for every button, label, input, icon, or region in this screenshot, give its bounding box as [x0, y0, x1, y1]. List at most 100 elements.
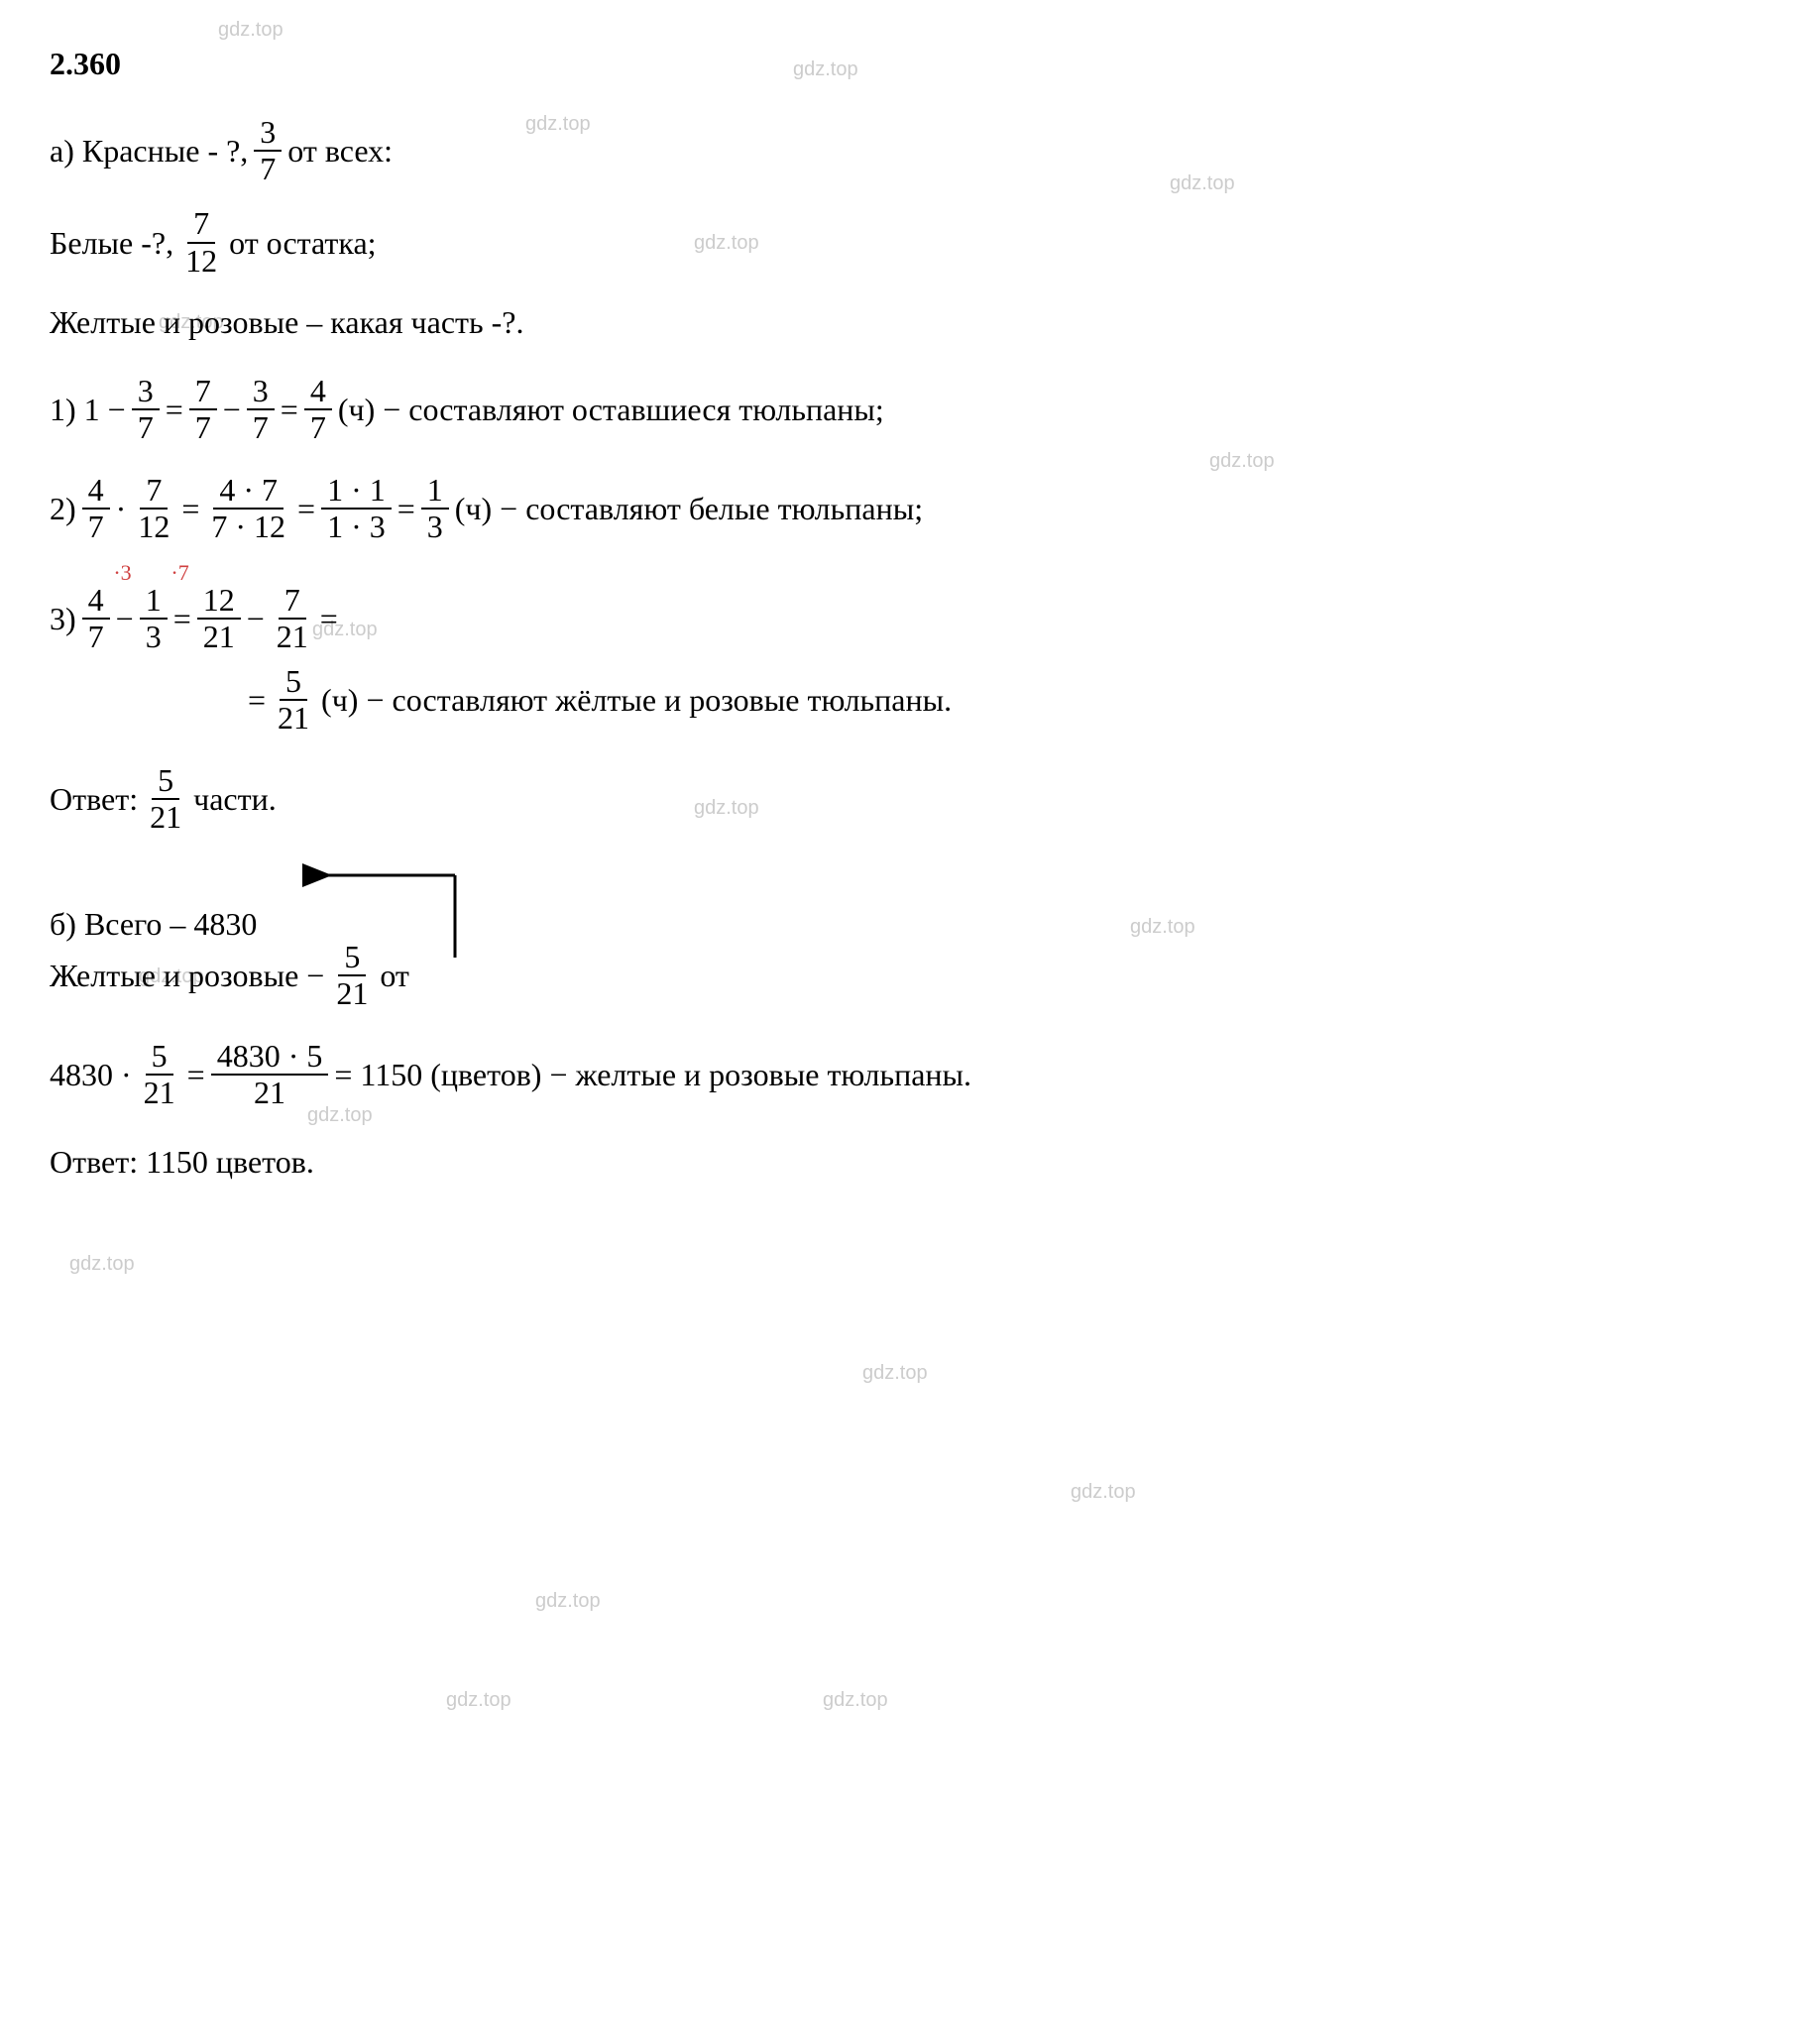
numerator: 4 · 7 — [213, 473, 283, 510]
numerator: 1 · 1 — [321, 473, 392, 510]
watermark: gdz.top — [1209, 446, 1275, 476]
denominator: 1 · 3 — [321, 510, 392, 544]
denominator: 7 — [304, 410, 332, 445]
text: = — [166, 386, 183, 433]
text: = 1150 (цветов) − желтые и розовые тюльп… — [334, 1051, 971, 1098]
text: а) Красные - ?, — [50, 127, 248, 174]
denominator: 12 — [179, 244, 223, 279]
arrow-icon — [316, 863, 475, 985]
text: = — [281, 386, 298, 433]
text: = — [173, 595, 191, 642]
denominator: 21 — [272, 701, 315, 736]
watermark: gdz.top — [1071, 1477, 1136, 1507]
problem-number: 2.360 — [50, 40, 1764, 87]
numerator: 12 — [197, 583, 241, 620]
text: 3) — [50, 595, 76, 642]
text: Белые -?, — [50, 219, 173, 267]
fraction-with-sup: ·7 1 3 — [140, 583, 168, 654]
text: от остатка; — [229, 219, 376, 267]
numerator: 5 — [280, 664, 307, 701]
fraction: 3 7 — [254, 115, 282, 186]
denominator: 21 — [248, 1076, 291, 1110]
text: (ч) − составляют оставшиеся тюльпаны; — [338, 386, 884, 433]
numerator: 4 — [82, 583, 110, 620]
denominator: 21 — [197, 620, 241, 654]
denominator: 12 — [132, 510, 175, 544]
text: части. — [193, 775, 277, 823]
part-b-calc: 4830 · 5 21 = 4830 · 5 21 = 1150 (цветов… — [50, 1039, 1764, 1110]
answer-b: Ответ: 1150 цветов. — [50, 1138, 1764, 1186]
part-b-line1: б) Всего – 4830 — [50, 863, 1764, 985]
fraction: 3 7 — [247, 374, 275, 445]
part-a-line2: Белые -?, 7 12 от остатка; — [50, 206, 1764, 278]
answer-a: Ответ: 5 21 части. — [50, 763, 1764, 835]
fraction: 3 7 — [132, 374, 160, 445]
text: = — [297, 485, 315, 532]
part-a-line3: Желтые и розовые – какая часть -?. — [50, 298, 1764, 346]
numerator: 4 — [82, 473, 110, 510]
text: б) Всего – 4830 — [50, 900, 257, 948]
numerator: 4830 · 5 — [211, 1039, 329, 1076]
text: = — [181, 485, 199, 532]
fraction: 7 12 — [179, 206, 223, 278]
watermark: gdz.top — [823, 1685, 888, 1715]
fraction: 5 21 — [138, 1039, 181, 1110]
text: от всех: — [287, 127, 393, 174]
fraction: 5 21 — [144, 763, 187, 835]
denominator: 7 — [247, 410, 275, 445]
numerator: 1 — [421, 473, 449, 510]
denominator: 7 — [254, 152, 282, 186]
watermark: gdz.top — [535, 1586, 601, 1616]
numerator: 4 — [304, 374, 332, 410]
text: 4830 · — [50, 1051, 132, 1098]
fraction: 12 21 — [197, 583, 241, 654]
part-a-line1: а) Красные - ?, 3 7 от всех: — [50, 115, 1764, 186]
denominator: 21 — [271, 620, 314, 654]
step-2: 2) 4 7 · 7 12 = 4 · 7 7 · 12 = 1 · 1 1 ·… — [50, 473, 1764, 544]
text: (ч) − составляют белые тюльпаны; — [455, 485, 923, 532]
step-3-line1: 3) ·3 4 7 − ·7 1 3 = 12 21 − 7 21 = — [50, 583, 1764, 654]
fraction: 7 21 — [271, 583, 314, 654]
text: Ответ: — [50, 775, 138, 823]
watermark: gdz.top — [446, 1685, 511, 1715]
watermark: gdz.top — [862, 1358, 928, 1388]
numerator: 3 — [132, 374, 160, 410]
text: − — [247, 595, 265, 642]
numerator: 5 — [146, 1039, 173, 1076]
superscript-annotation: ·7 — [170, 561, 188, 585]
fraction: 1 3 — [421, 473, 449, 544]
text: Желтые и розовые – какая часть -?. — [50, 298, 523, 346]
text: = — [187, 1051, 205, 1098]
numerator: 7 — [187, 206, 215, 243]
denominator: 3 — [421, 510, 449, 544]
numerator: 3 — [254, 115, 282, 152]
numerator: 1 — [140, 583, 168, 620]
fraction: 4830 · 5 21 — [211, 1039, 329, 1110]
numerator: 3 — [247, 374, 275, 410]
step-3-continuation: = 5 21 (ч) − составляют жёлтые и розовые… — [248, 664, 1764, 736]
fraction: 1 · 1 1 · 3 — [321, 473, 392, 544]
text: = — [397, 485, 415, 532]
denominator: 3 — [140, 620, 168, 654]
text: · — [116, 485, 127, 532]
numerator: 7 — [140, 473, 168, 510]
fraction: 4 7 — [82, 473, 110, 544]
text: 1) 1 − — [50, 386, 126, 433]
fraction: 5 21 — [272, 664, 315, 736]
watermark: gdz.top — [69, 1249, 135, 1279]
denominator: 21 — [144, 800, 187, 835]
fraction: 4 7 — [304, 374, 332, 445]
fraction: 7 7 — [189, 374, 217, 445]
denominator: 7 — [189, 410, 217, 445]
text: − — [223, 386, 241, 433]
fraction: 7 12 — [132, 473, 175, 544]
step-1: 1) 1 − 3 7 = 7 7 − 3 7 = 4 7 (ч) − соста… — [50, 374, 1764, 445]
fraction: 4 · 7 7 · 12 — [205, 473, 291, 544]
text: 2) — [50, 485, 76, 532]
numerator: 7 — [189, 374, 217, 410]
text: Ответ: 1150 цветов. — [50, 1138, 314, 1186]
text: = — [248, 676, 266, 724]
numerator: 5 — [152, 763, 179, 800]
denominator: 7 — [82, 620, 110, 654]
part-b: б) Всего – 4830 Желтые и розовые − 5 21 … — [50, 863, 1764, 1187]
